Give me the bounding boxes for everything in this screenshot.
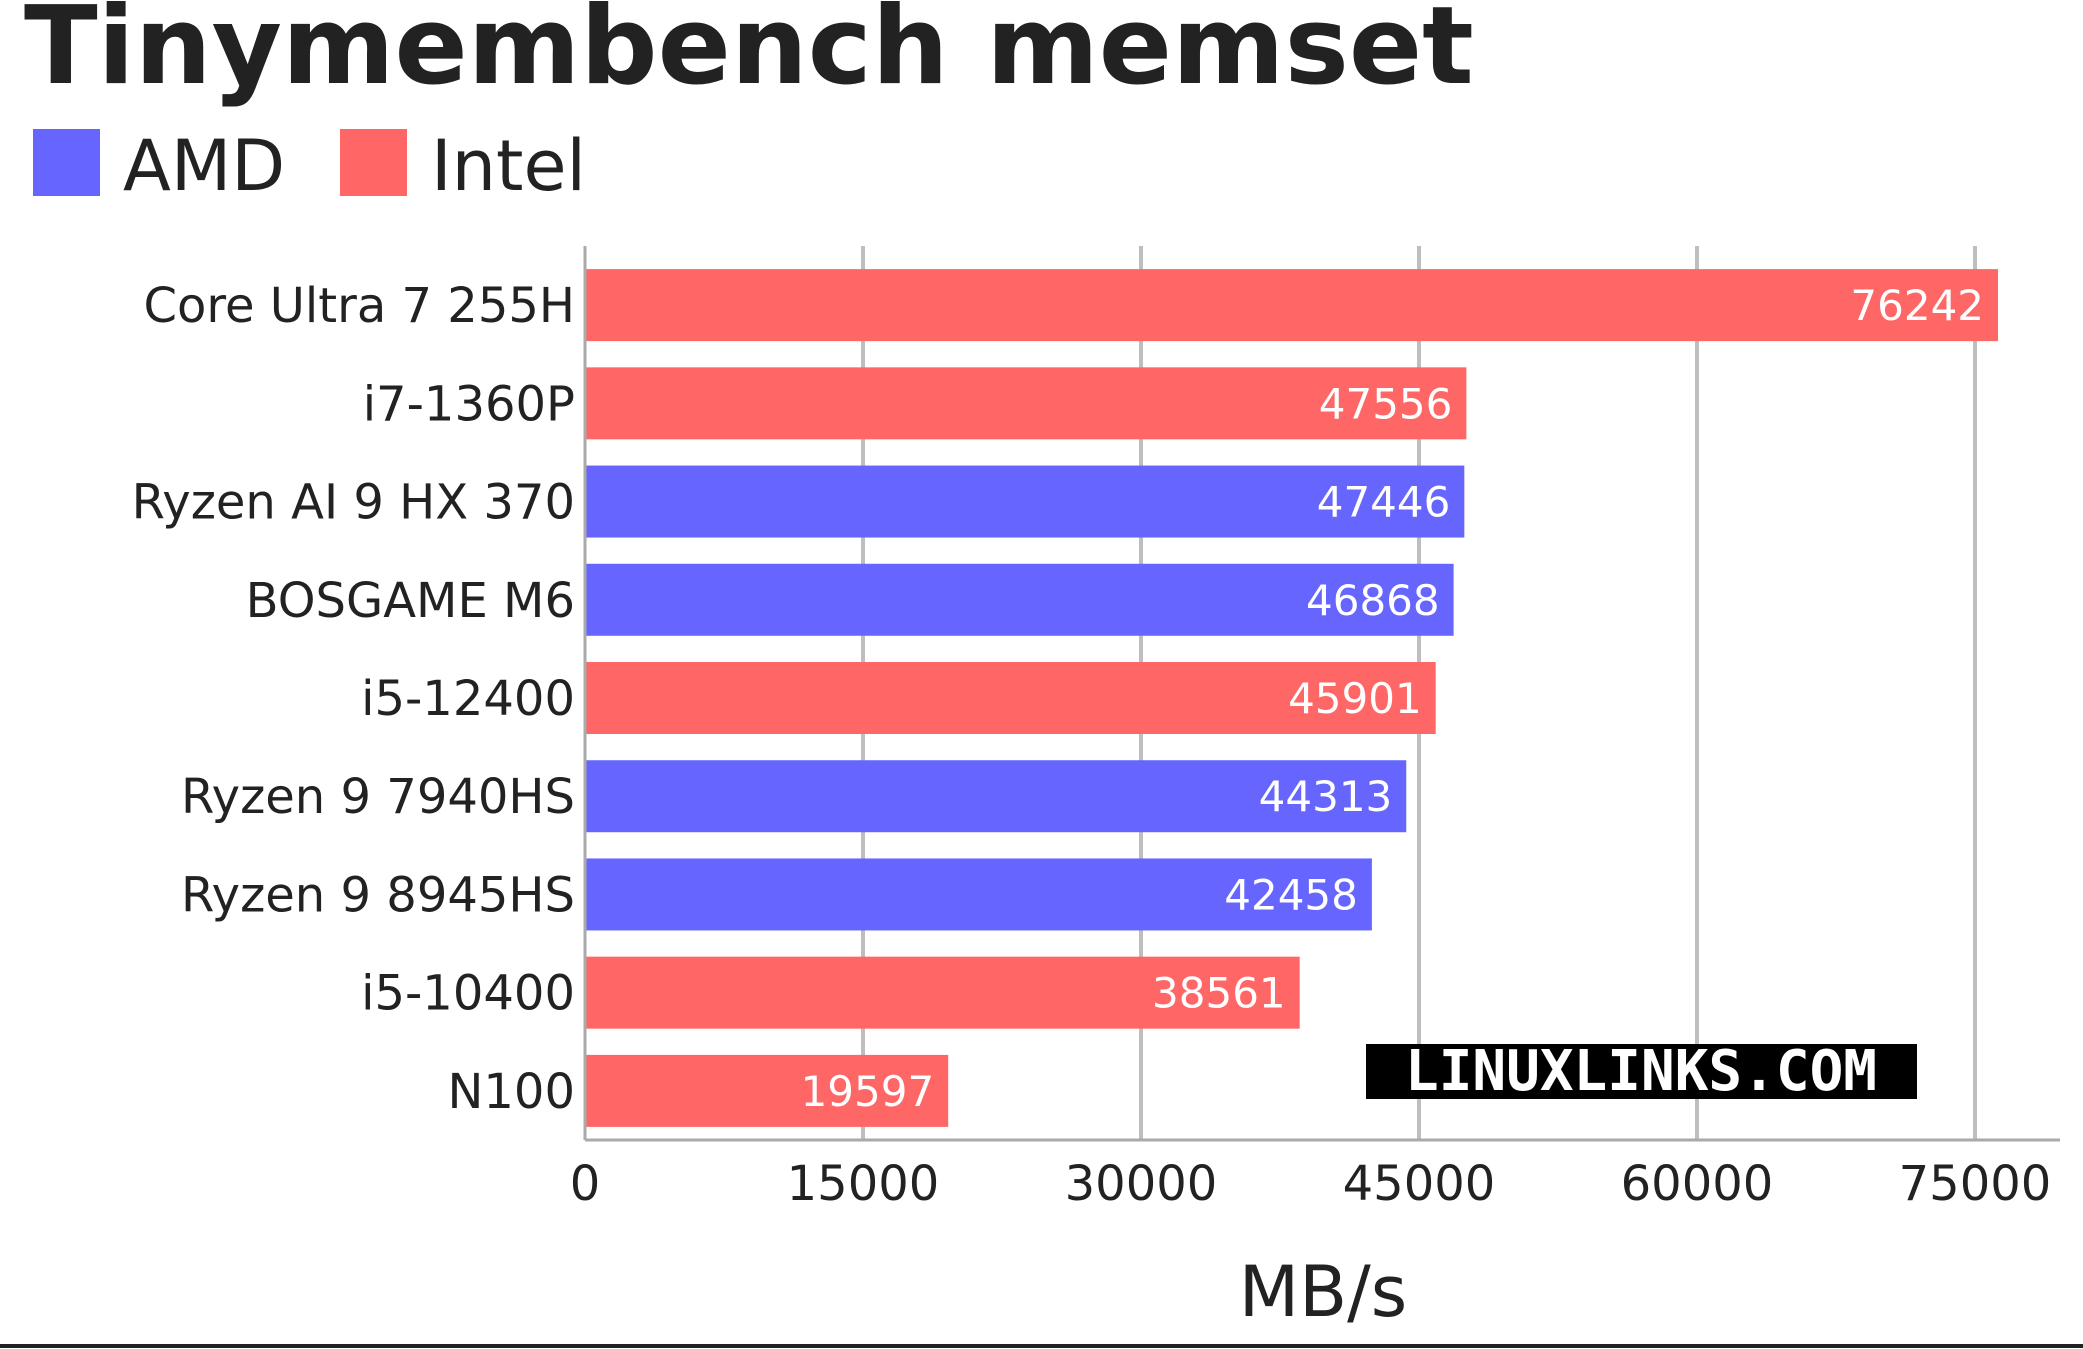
bar-value-label: 42458 [1224,870,1358,919]
category-label: BOSGAME M6 [246,573,575,629]
legend-label-intel: Intel [431,125,586,207]
bar-value-label: 38561 [1152,969,1286,1018]
bar-value-label: 46868 [1306,576,1440,625]
bar-value-label: 19597 [801,1067,935,1116]
watermark-text: LINUXLINKS.COM [1405,1039,1877,1104]
bar [585,1054,949,1127]
x-tick-label: 15000 [787,1156,940,1212]
watermark-background [1366,1044,1917,1099]
bars [585,269,1999,1127]
category-label: i5-10400 [361,966,575,1022]
value-labels: 76242 47556 47446 46868 45901 44313 42458 38561… [801,281,1984,1116]
legend: AMD Intel [33,125,586,207]
bar-value-label: 45901 [1288,674,1422,723]
x-axis-title: MB/s [1239,1251,1407,1333]
bar [585,760,1407,833]
x-tick-label: 60000 [1621,1156,1774,1212]
watermark: LINUXLINKS.COM [1366,1039,1917,1104]
legend-label-amd: AMD [123,125,285,207]
bar-value-label: 44313 [1259,772,1393,821]
category-label: Ryzen 9 7940HS [181,769,575,825]
legend-swatch-amd [33,129,100,196]
x-tick-label: 0 [570,1156,601,1212]
chart-title: Tinymembench memset [24,0,1474,109]
bar [585,465,1465,538]
bar [585,269,1999,342]
x-tick-label: 45000 [1343,1156,1496,1212]
bar [585,858,1372,931]
bar [585,367,1467,440]
category-label: N100 [447,1064,575,1120]
bar [585,662,1436,734]
x-tick-labels: 0 15000 30000 45000 60000 75000 [570,1156,2052,1212]
category-label: i5-12400 [361,671,575,727]
legend-swatch-intel [340,129,407,196]
bar-value-label: 47446 [1317,478,1451,527]
category-label: i7-1360P [363,376,575,432]
category-label: Ryzen 9 8945HS [181,867,575,923]
bar [585,563,1454,636]
category-labels: Core Ultra 7 255H i7-1360P Ryzen AI 9 HX 3… [132,278,575,1120]
bar-value-label: 47556 [1319,379,1453,428]
category-label: Ryzen AI 9 HX 370 [132,475,575,531]
bar [585,956,1300,1029]
x-tick-label: 75000 [1899,1156,2052,1212]
category-label: Core Ultra 7 255H [143,278,575,334]
x-tick-label: 30000 [1065,1156,1218,1212]
bar-value-label: 76242 [1850,281,1984,330]
